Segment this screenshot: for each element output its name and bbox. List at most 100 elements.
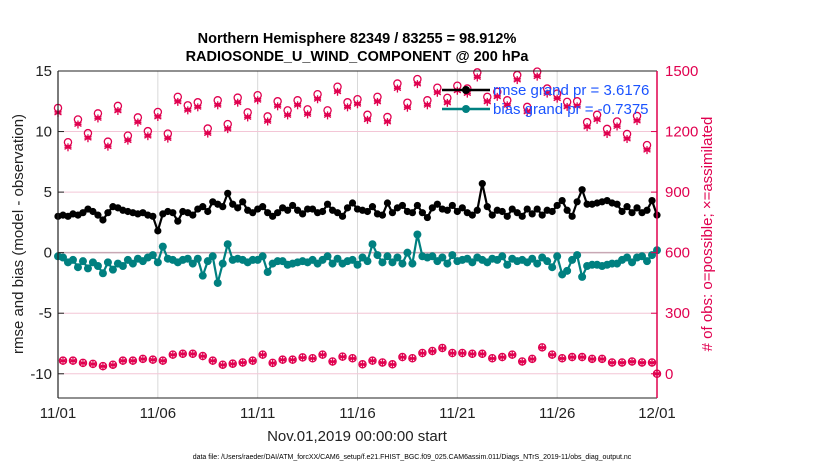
bias-point	[503, 260, 512, 269]
legend-bias-label: bias grand pr = -0.7375	[493, 101, 649, 118]
obs-assimilated-point	[308, 354, 317, 363]
bias-point	[398, 259, 407, 268]
obs-assimilated-point	[233, 98, 242, 107]
obs-assimilated-point	[258, 350, 267, 359]
rmse-point	[303, 205, 312, 213]
rmse-point	[573, 198, 581, 206]
rmse-point	[568, 212, 576, 220]
obs-assimilated-point	[154, 113, 162, 122]
rmse-point	[363, 207, 372, 216]
rmse-point	[219, 203, 227, 211]
obs-assimilated-point	[159, 356, 167, 365]
obs-assimilated-point	[478, 349, 487, 358]
rmse-point	[269, 212, 277, 220]
obs-assimilated-point	[74, 120, 82, 129]
y-tick-label: 5	[44, 184, 52, 201]
rmse-point	[443, 206, 451, 214]
y-tick-label: 10	[35, 124, 52, 141]
rmse-point	[528, 210, 536, 218]
obs-assimilated-point	[413, 80, 422, 89]
obs-assimilated-point	[79, 359, 87, 368]
x-tick-label: 11/16	[339, 405, 375, 422]
bias-point	[373, 251, 382, 260]
obs-assimilated-point	[174, 97, 182, 106]
obs-assimilated-point	[438, 344, 447, 353]
obs-assimilated-point	[388, 360, 397, 369]
obs-assimilated-point	[493, 92, 502, 101]
obs-assimilated-point	[248, 356, 257, 365]
rmse-point	[149, 212, 157, 220]
bias-point	[413, 230, 422, 239]
bias-point	[528, 254, 537, 263]
obs-assimilated-point	[149, 355, 157, 364]
rmse-point	[408, 209, 417, 217]
bias-point	[213, 278, 222, 287]
rmse-point	[383, 199, 392, 207]
obs-assimilated-point	[193, 103, 202, 112]
bias-point	[148, 251, 157, 260]
rmse-point	[79, 209, 87, 217]
obs-assimilated-point	[348, 354, 357, 363]
obs-assimilated-point	[208, 356, 217, 365]
obs-assimilated-point	[418, 349, 427, 358]
bias-point	[568, 255, 577, 264]
rmse-point	[348, 199, 357, 207]
obs-assimilated-point	[488, 354, 497, 363]
obs-assimilated-point	[433, 88, 442, 97]
grid	[58, 70, 657, 398]
rmse-point	[628, 209, 636, 217]
obs-assimilated-point	[393, 84, 402, 93]
rmse-point	[448, 201, 456, 210]
rmse-point	[274, 209, 282, 217]
chart-title-line1: Northern Hemisphere 82349 / 83255 = 98.9…	[198, 31, 517, 47]
obs-assimilated-point	[468, 349, 477, 358]
bias-point	[83, 264, 92, 273]
x-tick-label: 11/26	[539, 405, 575, 422]
obs-assimilated-point	[268, 359, 277, 368]
bias-point	[533, 259, 542, 268]
obs-assimilated-point	[483, 97, 492, 106]
bias-point	[498, 252, 507, 261]
y-tick-label: 15	[35, 63, 52, 80]
obs-assimilated-point	[188, 349, 197, 358]
bias-point	[328, 259, 337, 268]
bias-point	[258, 252, 267, 261]
bias-point	[333, 254, 342, 263]
rmse-point	[333, 209, 342, 217]
bias-point	[383, 252, 392, 261]
obs-assimilated-point	[203, 129, 212, 138]
rmse-point	[378, 211, 387, 219]
obs-assimilated-point	[298, 353, 307, 362]
obs-assimilated-point	[538, 343, 546, 352]
bias-point	[363, 257, 372, 266]
rmse-point	[468, 211, 476, 219]
obs-assimilated-point	[134, 118, 142, 127]
legend: rmse grand pr = 3.6176 bias grand pr = -…	[442, 82, 649, 118]
rmse-point	[338, 212, 347, 220]
bias-point	[68, 255, 77, 264]
obs-assimilated-point	[69, 356, 77, 365]
obs-assimilated-point	[223, 125, 232, 134]
rmse-point	[478, 180, 486, 188]
obs-assimilated-point	[638, 358, 646, 367]
obs-assimilated-point	[99, 362, 107, 371]
x-axis-label: Nov.01,2019 00:00:00 start	[267, 428, 448, 445]
rmse-point	[623, 203, 631, 211]
obs-assimilated-point	[144, 132, 152, 141]
x-tick-label: 11/01	[40, 405, 76, 422]
bias-point	[153, 258, 162, 267]
bias-point	[628, 258, 637, 267]
bias-point	[388, 258, 397, 267]
rmse-point	[229, 200, 237, 208]
bias-point	[438, 253, 447, 262]
obs-assimilated-point	[588, 355, 596, 364]
x-tick-label: 11/21	[439, 405, 475, 422]
rmse-point	[289, 201, 297, 210]
rmse-point	[613, 200, 621, 208]
bias-point	[198, 271, 207, 280]
rmse-bias-series	[54, 180, 661, 287]
obs-assimilated-point	[378, 358, 387, 367]
bias-point	[223, 240, 232, 249]
bias-point	[623, 253, 632, 262]
obs-assimilated-point	[273, 102, 282, 111]
